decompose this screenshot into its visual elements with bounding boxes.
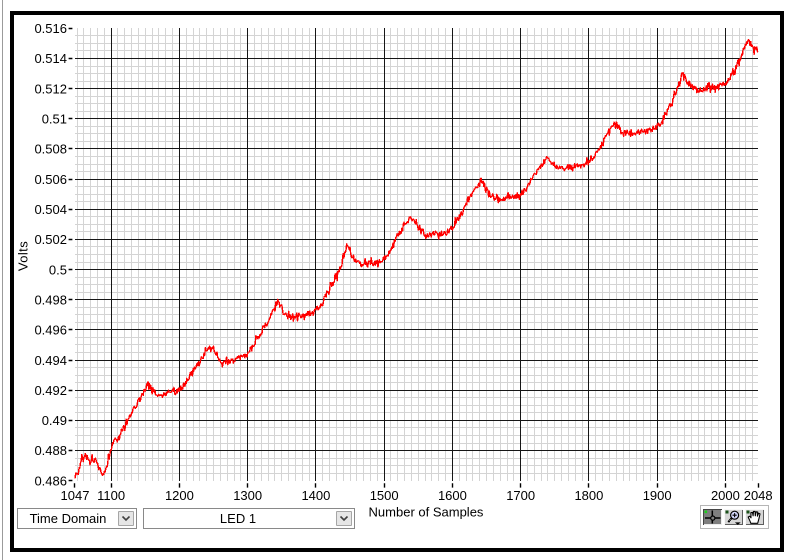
svg-text:1500: 1500 [370,488,399,503]
svg-text:0.51: 0.51 [42,111,67,126]
svg-text:0.496: 0.496 [34,323,67,338]
svg-text:0.508: 0.508 [34,142,67,157]
svg-text:1100: 1100 [97,488,125,503]
svg-text:1900: 1900 [643,488,672,503]
svg-text:0.502: 0.502 [34,232,67,247]
svg-text:0.486: 0.486 [34,473,67,488]
svg-text:0.494: 0.494 [34,353,67,368]
svg-text:0.512: 0.512 [34,81,67,96]
svg-text:0.504: 0.504 [34,202,67,217]
svg-text:0.506: 0.506 [34,172,67,187]
svg-text:0.514: 0.514 [34,51,67,66]
svg-text:1800: 1800 [574,488,603,503]
svg-text:1047: 1047 [61,488,90,503]
svg-text:1400: 1400 [301,488,330,503]
svg-text:0.498: 0.498 [34,292,67,307]
svg-text:2048: 2048 [744,488,773,503]
svg-text:0.5: 0.5 [49,262,67,277]
svg-text:0.49: 0.49 [42,413,67,428]
svg-text:Volts: Volts [16,241,31,271]
svg-text:0.488: 0.488 [34,443,67,458]
svg-text:0.516: 0.516 [34,21,67,36]
svg-text:1600: 1600 [438,488,467,503]
svg-text:1200: 1200 [165,488,194,503]
svg-text:2000: 2000 [711,488,740,503]
svg-text:0.492: 0.492 [34,383,67,398]
svg-text:Number of Samples: Number of Samples [369,505,484,520]
svg-text:1300: 1300 [233,488,262,503]
svg-text:1700: 1700 [506,488,535,503]
